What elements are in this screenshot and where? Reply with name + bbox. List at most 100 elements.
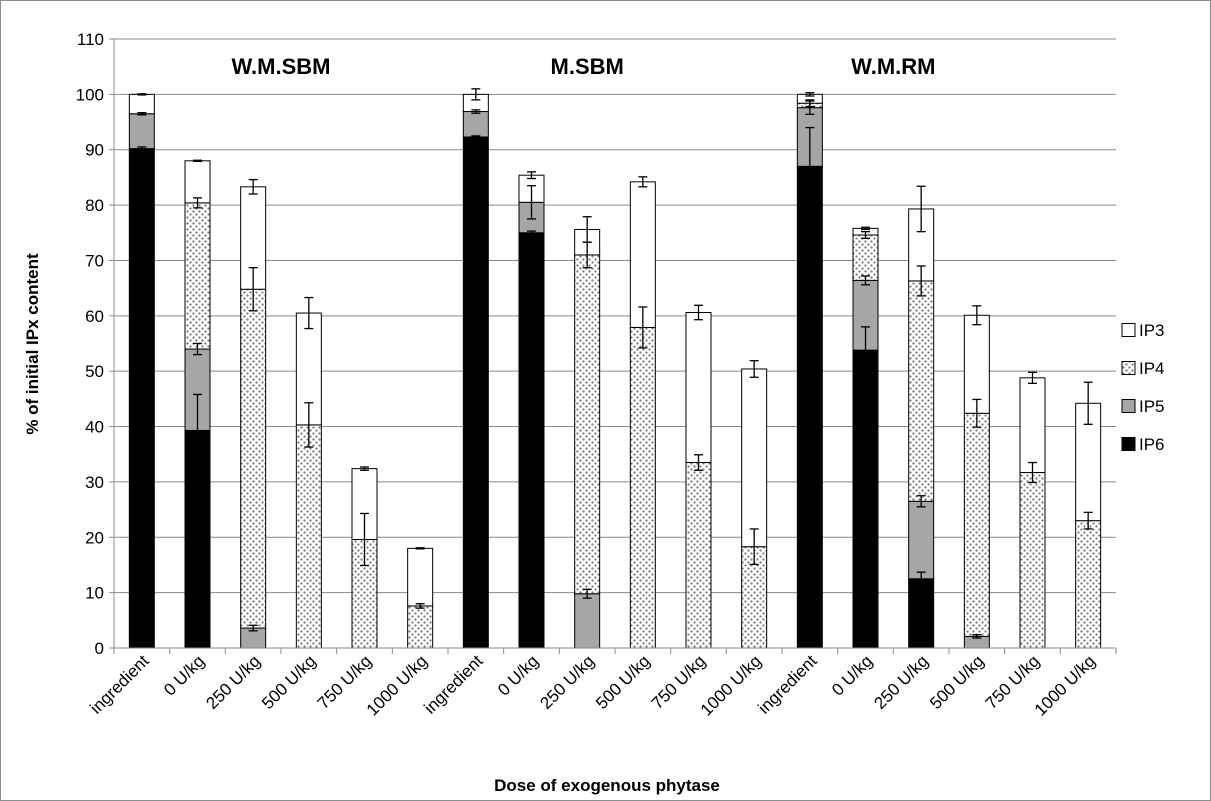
- x-tick-label: 500 U/kg: [592, 651, 654, 713]
- error-bar: [861, 275, 870, 286]
- bar-segment-ip4: [852, 234, 879, 281]
- bar-segment-ip4: [629, 326, 656, 649]
- legend-label: IP5: [1139, 397, 1165, 416]
- error-bar: [805, 126, 815, 206]
- x-tick-label: 1000 U/kg: [697, 651, 765, 719]
- gridlines: [109, 38, 1116, 649]
- error-bar: [137, 146, 147, 151]
- error-bar: [360, 512, 369, 567]
- error-bar: [861, 226, 870, 231]
- error-bar: [861, 231, 870, 239]
- error-bar: [1028, 371, 1037, 385]
- x-tick-label: 250 U/kg: [536, 651, 598, 713]
- error-bar: [1083, 511, 1093, 530]
- x-tick-label: 250 U/kg: [870, 651, 932, 713]
- error-bar: [972, 634, 982, 639]
- bar-segment-ip4: [240, 288, 267, 629]
- legend: IP3 IP4 IP5 IP6: [1121, 321, 1165, 454]
- error-bar: [972, 305, 982, 326]
- bar-segment-ip4: [1019, 471, 1046, 649]
- legend-item-ip5: IP5: [1121, 397, 1165, 416]
- y-tick-label: 70: [85, 251, 104, 270]
- error-bar: [471, 135, 481, 139]
- bar-segment-ip6: [852, 349, 879, 649]
- x-axis-label: Dose of exogenous phytase: [494, 776, 720, 795]
- group-label: W.M.RM: [851, 54, 935, 79]
- legend-label: IP6: [1139, 435, 1165, 454]
- error-bar: [360, 466, 369, 471]
- x-tick-label: 500 U/kg: [926, 651, 988, 713]
- x-tick-label: 0 U/kg: [828, 651, 876, 699]
- x-tick-label: 250 U/kg: [202, 651, 264, 713]
- error-bar: [471, 88, 481, 101]
- error-bar: [248, 267, 258, 312]
- bar-segment-ip3: [184, 160, 211, 204]
- bar-segment-ip4: [295, 424, 322, 649]
- error-bar: [137, 111, 147, 116]
- x-tick-label: ingredient: [86, 651, 152, 717]
- x-tick-label: 1000 U/kg: [363, 651, 431, 719]
- error-bar: [694, 454, 703, 471]
- group-label: M.SBM: [551, 54, 624, 79]
- legend-swatch: [1121, 399, 1136, 413]
- error-bar: [1083, 381, 1093, 425]
- error-bar: [1028, 461, 1037, 484]
- y-tick-label: 0: [95, 639, 104, 658]
- group-labels: W.M.SBM M.SBM W.M.RM: [232, 54, 936, 79]
- y-tick-label: 10: [85, 584, 104, 603]
- legend-item-ip6: IP6: [1121, 435, 1165, 454]
- axes: [113, 39, 1117, 654]
- bar-segment-ip3: [685, 311, 712, 464]
- error-bar: [582, 588, 592, 599]
- error-bar: [248, 178, 258, 195]
- y-tick-label: 100: [76, 85, 104, 104]
- error-bar: [749, 360, 759, 378]
- bar-segment-ip3: [963, 314, 990, 414]
- x-tick-label: 500 U/kg: [258, 651, 320, 713]
- error-bar: [304, 296, 314, 330]
- bar-segment-ip6: [518, 232, 545, 649]
- y-axis-label: % of initial IPx content: [23, 253, 42, 435]
- error-bar: [638, 176, 648, 188]
- legend-label: IP3: [1139, 321, 1165, 340]
- bar-segment-ip5: [574, 593, 601, 649]
- x-tick-label: 0 U/kg: [160, 651, 208, 699]
- error-bar: [582, 216, 592, 243]
- error-bar: [805, 92, 815, 97]
- error-bar: [415, 547, 425, 550]
- error-bar: [193, 393, 202, 468]
- error-bar: [415, 603, 425, 609]
- error-bar: [137, 93, 147, 96]
- error-bar: [248, 624, 258, 632]
- error-bars: [137, 88, 1093, 639]
- y-tick-label: 30: [85, 473, 104, 492]
- legend-item-ip4: IP4: [1121, 359, 1165, 378]
- legend-swatch: [1121, 323, 1136, 337]
- error-bar: [304, 402, 314, 448]
- x-tick-label: 1000 U/kg: [1031, 651, 1099, 719]
- error-bar: [916, 265, 926, 297]
- bar-segment-ip6: [128, 148, 155, 649]
- error-bar: [193, 159, 202, 163]
- legend-swatch: [1121, 361, 1136, 375]
- error-bar: [805, 99, 815, 108]
- y-tick-label: 90: [85, 141, 104, 160]
- bar-segment-ip6: [462, 136, 489, 649]
- error-bar: [972, 398, 982, 428]
- bar-segment-ip5: [908, 500, 935, 580]
- bar-segment-ip6: [908, 578, 935, 649]
- bar-segment-ip4: [184, 202, 211, 350]
- bar-segment-ip3: [629, 181, 656, 328]
- x-tick-label: ingredient: [754, 651, 820, 717]
- bar-segment-ip5: [128, 113, 155, 150]
- y-tick-label: 40: [85, 418, 104, 437]
- legend-label: IP4: [1139, 359, 1165, 378]
- bar-segment-ip4: [908, 280, 935, 502]
- bar-segment-ip4: [574, 254, 601, 595]
- y-tick-label: 20: [85, 528, 104, 547]
- bar-segment-ip3: [1019, 377, 1046, 473]
- bar-segment-ip4: [1075, 520, 1102, 649]
- y-tick-label: 50: [85, 362, 104, 381]
- y-tick-label: 110: [77, 30, 104, 49]
